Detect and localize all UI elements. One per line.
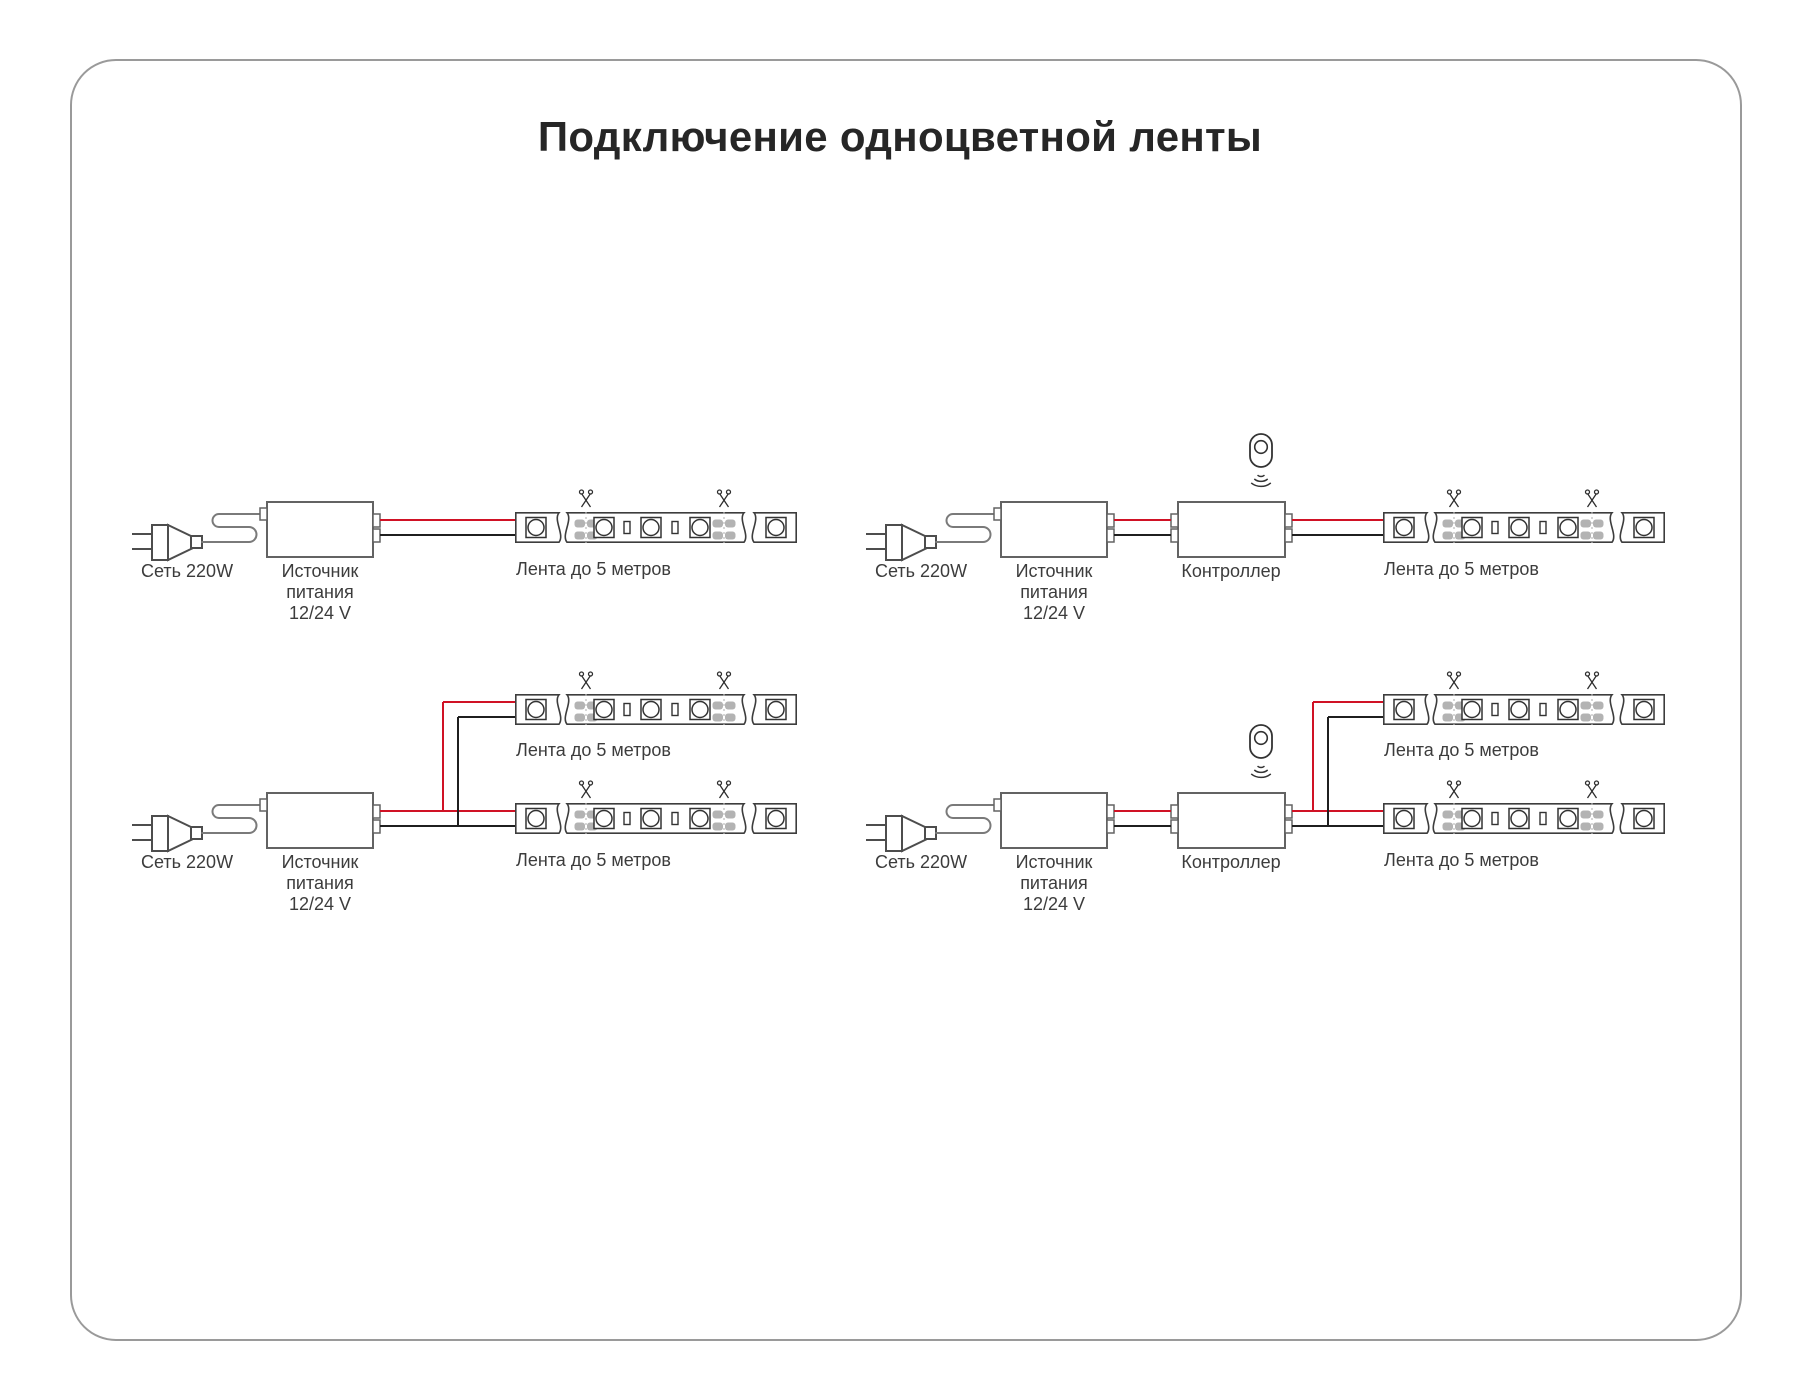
label-psu-line2: питания	[1020, 873, 1088, 893]
led-strip	[1384, 490, 1664, 543]
label-psu-line1: Источник	[1015, 852, 1093, 872]
label-controller: Контроллер	[1181, 561, 1281, 581]
remote-control-icon	[1249, 433, 1273, 488]
wire-red	[380, 701, 520, 812]
label-psu-voltage: 12/24 V	[288, 603, 352, 623]
diagram-psu-single-strip	[131, 490, 796, 561]
label-psu-line2: питания	[286, 582, 354, 602]
label-strip: Лента до 5 метров	[1384, 559, 1539, 579]
label-strip: Лента до 5 метров	[516, 559, 671, 579]
wire-black	[1114, 716, 1388, 827]
power-plug-icon	[131, 804, 262, 852]
label-strip: Лента до 5 метров	[1384, 740, 1539, 760]
power-supply-box	[993, 501, 1115, 558]
label-psu-voltage: 12/24 V	[1022, 603, 1086, 623]
label-psu-line1: Источник	[281, 561, 359, 581]
label-psu-line1: Источник	[1015, 561, 1093, 581]
label-psu-voltage: 12/24 V	[1022, 894, 1086, 914]
label-mains: Сеть 220W	[141, 852, 234, 872]
led-strip	[1384, 781, 1664, 834]
diagram-psu-controller-two-strips	[865, 672, 1664, 852]
led-strip	[516, 781, 796, 834]
power-supply-box	[993, 792, 1115, 849]
label-psu-voltage: 12/24 V	[288, 894, 352, 914]
power-plug-icon	[131, 513, 262, 561]
label-psu-line1: Источник	[281, 852, 359, 872]
page-border-frame	[70, 59, 1742, 1341]
label-mains: Сеть 220W	[141, 561, 234, 581]
remote-control-icon	[1249, 724, 1273, 779]
diagram-psu-two-strips	[131, 672, 796, 852]
label-psu-line2: питания	[286, 873, 354, 893]
controller-box	[1170, 792, 1293, 849]
label-controller: Контроллер	[1181, 852, 1281, 872]
wire-red	[1114, 701, 1388, 812]
label-mains: Сеть 220W	[875, 561, 968, 581]
wire-black	[380, 716, 520, 827]
label-strip: Лента до 5 метров	[516, 850, 671, 870]
led-strip	[516, 672, 796, 725]
power-plug-icon	[865, 513, 996, 561]
power-supply-box	[259, 792, 381, 849]
page-title: Подключение одноцветной ленты	[537, 113, 1263, 160]
controller-box	[1170, 501, 1293, 558]
power-plug-icon	[865, 804, 996, 852]
led-strip	[1384, 672, 1664, 725]
diagram-psu-controller-single-strip	[865, 433, 1664, 561]
label-strip: Лента до 5 метров	[516, 740, 671, 760]
label-psu-line2: питания	[1020, 582, 1088, 602]
label-strip: Лента до 5 метров	[1384, 850, 1539, 870]
label-mains: Сеть 220W	[875, 852, 968, 872]
power-supply-box	[259, 501, 381, 558]
led-strip	[516, 490, 796, 543]
